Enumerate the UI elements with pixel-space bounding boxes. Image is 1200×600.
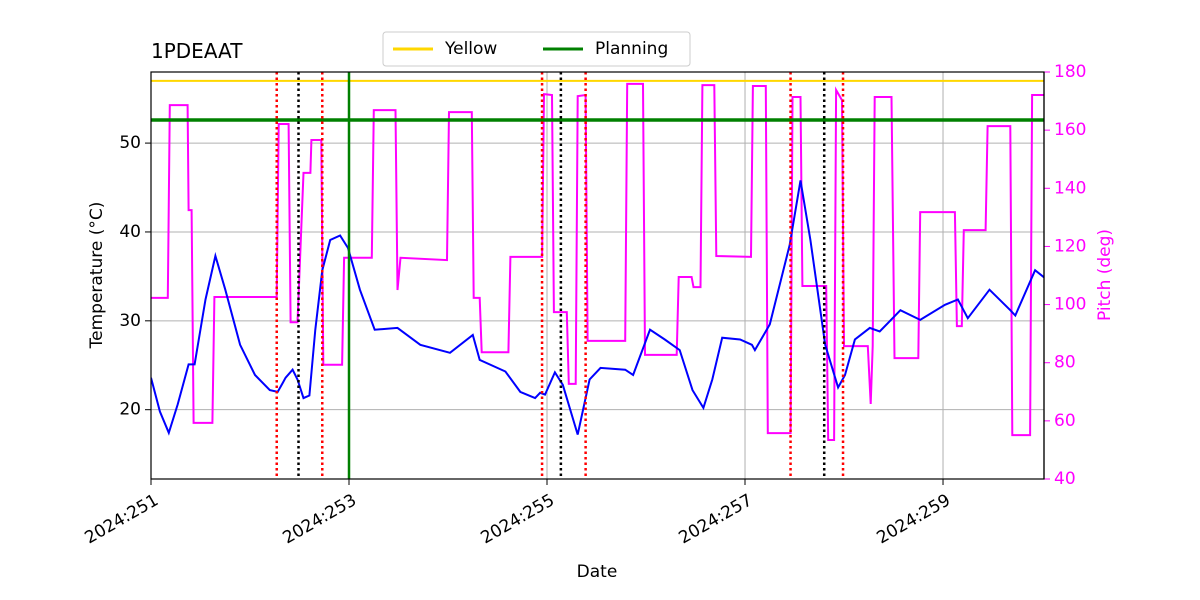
legend-label: Planning [595,39,668,59]
y-tick-label: 40 [119,222,141,242]
y2-tick-label: 60 [1054,411,1076,431]
y2-tick-label: 100 [1054,295,1086,315]
x-tick-label: 2024:259 [873,490,954,548]
y2-tick-label: 140 [1054,178,1086,198]
y-tick-label: 50 [119,133,141,153]
data-line [151,180,1044,436]
data-line [151,82,1044,441]
legend-label: Yellow [444,39,497,59]
y-tick-label: 20 [119,400,141,420]
x-tick-label: 2024:255 [477,490,558,548]
chart-title: 1PDEAAT [151,39,243,63]
x-axis-label: Date [577,562,618,582]
x-tick-label: 2024:251 [81,490,162,548]
plot-frame [150,71,1045,480]
x-tick-label: 2024:257 [675,490,756,548]
y-tick-label: 30 [119,311,141,331]
legend-box [382,31,691,67]
y2-tick-label: 160 [1054,120,1086,140]
y2-tick-label: 180 [1054,62,1086,82]
y2-tick-label: 40 [1054,469,1076,489]
y-axis-label: Temperature (°C) [87,202,107,350]
y2-tick-label: 120 [1054,236,1086,256]
y2-tick-label: 80 [1054,353,1076,373]
x-tick-label: 2024:253 [279,490,360,548]
y2-axis-label: Pitch (deg) [1095,229,1115,321]
